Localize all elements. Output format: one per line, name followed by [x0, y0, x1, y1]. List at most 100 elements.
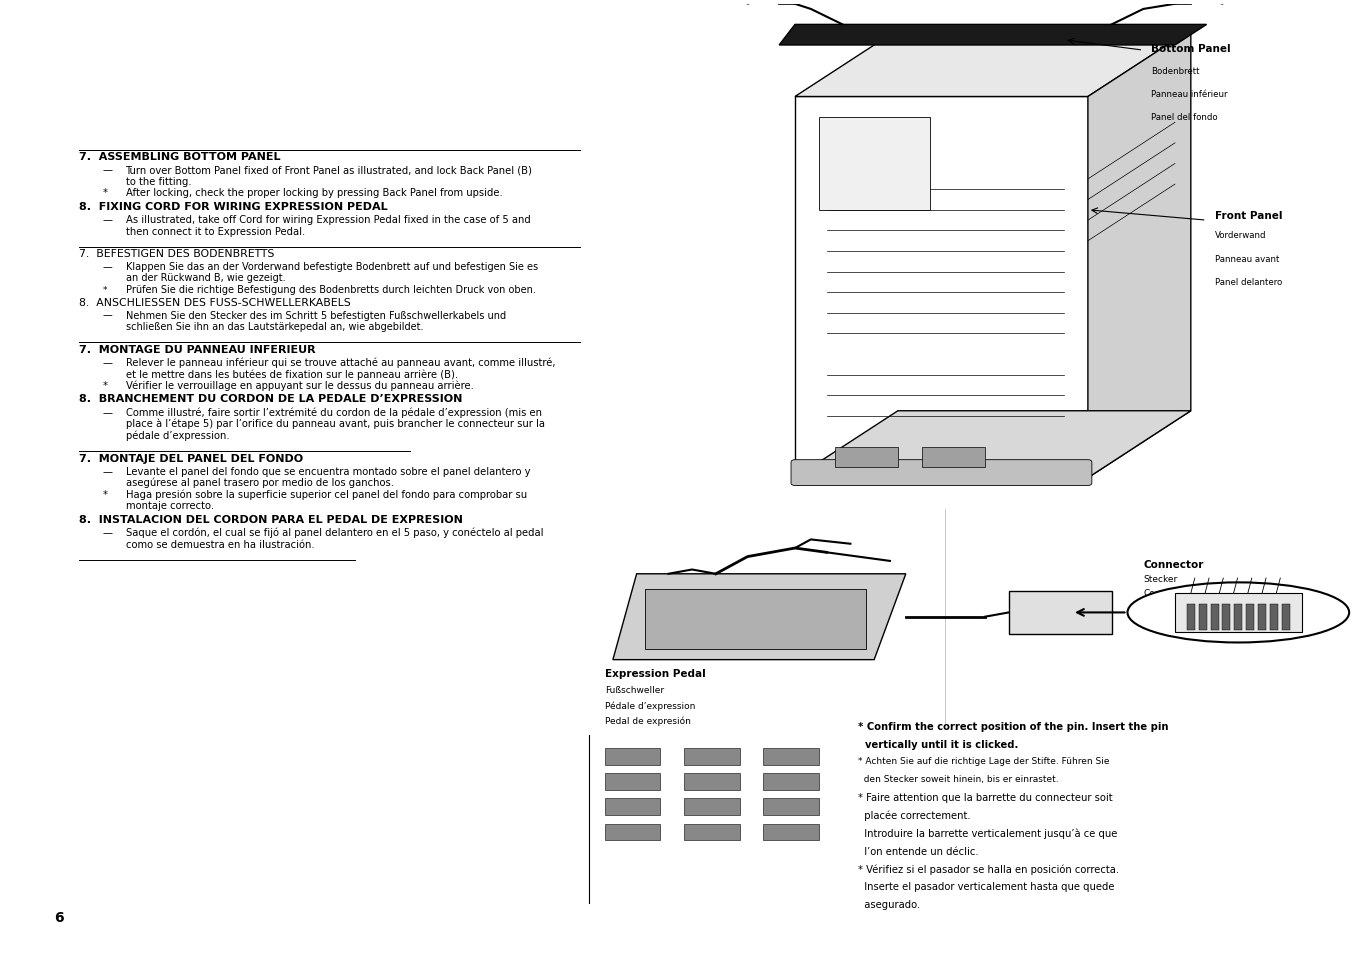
- Text: Klappen Sie das an der Vorderwand befestigte Bodenbrett auf und befestigen Sie e: Klappen Sie das an der Vorderwand befest…: [126, 262, 538, 272]
- Text: Vorderwand: Vorderwand: [1215, 232, 1267, 240]
- Text: Expression Pedal: Expression Pedal: [605, 669, 706, 679]
- Text: Pedal de expresión: Pedal de expresión: [605, 716, 691, 725]
- Text: 8.  FIXING CORD FOR WIRING EXPRESSION PEDAL: 8. FIXING CORD FOR WIRING EXPRESSION PED…: [79, 202, 388, 212]
- Text: 8.  BRANCHEMENT DU CORDON DE LA PEDALE D’EXPRESSION: 8. BRANCHEMENT DU CORDON DE LA PEDALE D’…: [79, 395, 463, 404]
- Polygon shape: [613, 574, 906, 660]
- Bar: [763, 823, 819, 841]
- Bar: [834, 447, 898, 468]
- Polygon shape: [1088, 30, 1190, 478]
- Bar: [1282, 604, 1290, 630]
- Bar: [819, 118, 930, 211]
- Polygon shape: [1009, 591, 1111, 635]
- Bar: [1234, 604, 1242, 630]
- Bar: [763, 748, 819, 765]
- Text: Bodenbrett: Bodenbrett: [1151, 67, 1200, 75]
- Text: —: —: [102, 408, 112, 417]
- Text: —: —: [102, 467, 112, 476]
- Text: 7.  ASSEMBLING BOTTOM PANEL: 7. ASSEMBLING BOTTOM PANEL: [79, 152, 281, 162]
- Bar: [644, 589, 867, 649]
- Bar: [605, 774, 661, 790]
- Text: Levante el panel del fondo que se encuentra montado sobre el panel delantero y: Levante el panel del fondo que se encuen…: [126, 467, 530, 476]
- Bar: [763, 774, 819, 790]
- Text: *: *: [102, 490, 108, 499]
- Text: After locking, check the proper locking by pressing Back Panel from upside.: After locking, check the proper locking …: [126, 189, 502, 198]
- Text: Haga presión sobre la superficie superior cel panel del fondo para comprobar su: Haga presión sobre la superficie superio…: [126, 489, 527, 499]
- Bar: [605, 823, 661, 841]
- Text: * Confirm the correct position of the pin. Insert the pin: * Confirm the correct position of the pi…: [859, 721, 1168, 731]
- Text: asegúrese al panel trasero por medio de los ganchos.: asegúrese al panel trasero por medio de …: [126, 477, 393, 488]
- Text: Turn over Bottom Panel fixed of Front Panel as illustrated, and lock Back Panel : Turn over Bottom Panel fixed of Front Pa…: [126, 166, 532, 175]
- Bar: [1175, 594, 1302, 632]
- Bar: [684, 748, 740, 765]
- Text: Nehmen Sie den Stecker des im Schritt 5 befestigten Fußschwellerkabels und: Nehmen Sie den Stecker des im Schritt 5 …: [126, 311, 505, 320]
- Text: 8.  ANSCHLIESSEN DES FUSS-SCHWELLERKABELS: 8. ANSCHLIESSEN DES FUSS-SCHWELLERKABELS: [79, 298, 351, 308]
- Text: —: —: [102, 311, 112, 320]
- Text: *: *: [102, 189, 108, 198]
- Text: Front Panel: Front Panel: [1215, 211, 1282, 221]
- Text: pédale d’expression.: pédale d’expression.: [126, 430, 229, 440]
- Text: Connecteur: Connecteur: [1144, 588, 1196, 598]
- Polygon shape: [794, 412, 1190, 478]
- Text: 7.  BEFESTIGEN DES BODENBRETTS: 7. BEFESTIGEN DES BODENBRETTS: [79, 250, 274, 259]
- Text: Panneau inférieur: Panneau inférieur: [1151, 90, 1227, 99]
- Text: Inserte el pasador verticalement hasta que quede: Inserte el pasador verticalement hasta q…: [859, 882, 1115, 891]
- Bar: [1188, 604, 1194, 630]
- Text: Comme illustré, faire sortir l’extrémité du cordon de la pédale d’expression (mi: Comme illustré, faire sortir l’extrémité…: [126, 407, 542, 417]
- Circle shape: [1127, 583, 1349, 643]
- Text: *: *: [102, 286, 106, 294]
- Text: Vérifier le verrouillage en appuyant sur le dessus du panneau arrière.: Vérifier le verrouillage en appuyant sur…: [126, 380, 474, 391]
- Bar: [1211, 604, 1219, 630]
- Text: As illustrated, take off Cord for wiring Expression Pedal fixed in the case of 5: As illustrated, take off Cord for wiring…: [126, 215, 531, 225]
- Bar: [684, 823, 740, 841]
- Text: —: —: [102, 215, 112, 225]
- Text: Introduire la barrette verticalement jusqu’à ce que: Introduire la barrette verticalement jus…: [859, 828, 1118, 839]
- Bar: [1246, 604, 1254, 630]
- Bar: [1223, 604, 1230, 630]
- Text: den Stecker soweit hinein, bis er einrastet.: den Stecker soweit hinein, bis er einras…: [859, 775, 1059, 783]
- Text: Saque el cordón, el cual se fijó al panel delantero en el 5 paso, y conéctelo al: Saque el cordón, el cual se fijó al pane…: [126, 527, 543, 537]
- Text: et le mettre dans les butées de fixation sur le panneau arrière (B).: et le mettre dans les butées de fixation…: [126, 369, 457, 379]
- Text: Prüfen Sie die richtige Befestigung des Bodenbretts durch leichten Druck von obe: Prüfen Sie die richtige Befestigung des …: [126, 285, 535, 294]
- Text: place à l’étape 5) par l’orifice du panneau avant, puis brancher le connecteur s: place à l’étape 5) par l’orifice du pann…: [126, 418, 545, 429]
- Text: *: *: [102, 381, 108, 391]
- Text: como se demuestra en ha ilustración.: como se demuestra en ha ilustración.: [126, 539, 314, 549]
- Text: —: —: [102, 528, 112, 537]
- Text: placée correctement.: placée correctement.: [859, 810, 971, 821]
- FancyBboxPatch shape: [790, 460, 1092, 486]
- Bar: [1198, 604, 1207, 630]
- Text: Connector: Connector: [1144, 560, 1204, 570]
- Bar: [763, 799, 819, 816]
- Text: Pédale d’expression: Pédale d’expression: [605, 700, 695, 710]
- Bar: [684, 799, 740, 816]
- Text: schließen Sie ihn an das Lautstärkepedal an, wie abgebildet.: schließen Sie ihn an das Lautstärkepedal…: [126, 322, 423, 332]
- Bar: [1269, 604, 1278, 630]
- Text: —: —: [102, 358, 112, 368]
- Text: —: —: [102, 166, 112, 175]
- Polygon shape: [794, 97, 1088, 478]
- Polygon shape: [794, 30, 1190, 97]
- Text: 6: 6: [55, 910, 64, 924]
- Text: to the fitting.: to the fitting.: [126, 177, 191, 187]
- Text: * Vérifiez si el pasador se halla en posición correcta.: * Vérifiez si el pasador se halla en pos…: [859, 863, 1119, 874]
- Text: * Faire attention que la barrette du connecteur soit: * Faire attention que la barrette du con…: [859, 792, 1112, 802]
- Text: Fußschweller: Fußschweller: [605, 686, 665, 695]
- Bar: [1259, 604, 1265, 630]
- Text: 7.  MONTAJE DEL PANEL DEL FONDO: 7. MONTAJE DEL PANEL DEL FONDO: [79, 454, 303, 463]
- Text: Empalmador: Empalmador: [1144, 602, 1201, 611]
- Text: asegurado.: asegurado.: [859, 900, 920, 909]
- Text: Panneau avant: Panneau avant: [1215, 254, 1279, 263]
- Text: an der Rückwand B, wie gezeigt.: an der Rückwand B, wie gezeigt.: [126, 274, 285, 283]
- Text: Relever le panneau inférieur qui se trouve attaché au panneau avant, comme illus: Relever le panneau inférieur qui se trou…: [126, 357, 556, 368]
- Text: vertically until it is clicked.: vertically until it is clicked.: [859, 739, 1018, 749]
- Text: l’on entende un déclic.: l’on entende un déclic.: [859, 846, 979, 856]
- Bar: [605, 799, 661, 816]
- Bar: [921, 447, 986, 468]
- Text: Panel del fondo: Panel del fondo: [1151, 112, 1218, 122]
- Text: 8.  INSTALACION DEL CORDON PARA EL PEDAL DE EXPRESION: 8. INSTALACION DEL CORDON PARA EL PEDAL …: [79, 515, 463, 524]
- Text: * Achten Sie auf die richtige Lage der Stifte. Führen Sie: * Achten Sie auf die richtige Lage der S…: [859, 757, 1110, 765]
- Text: montaje correcto.: montaje correcto.: [126, 501, 214, 511]
- Polygon shape: [779, 26, 1207, 46]
- Bar: [684, 774, 740, 790]
- Text: Stecker: Stecker: [1144, 574, 1178, 583]
- Text: 7.  MONTAGE DU PANNEAU INFERIEUR: 7. MONTAGE DU PANNEAU INFERIEUR: [79, 345, 315, 355]
